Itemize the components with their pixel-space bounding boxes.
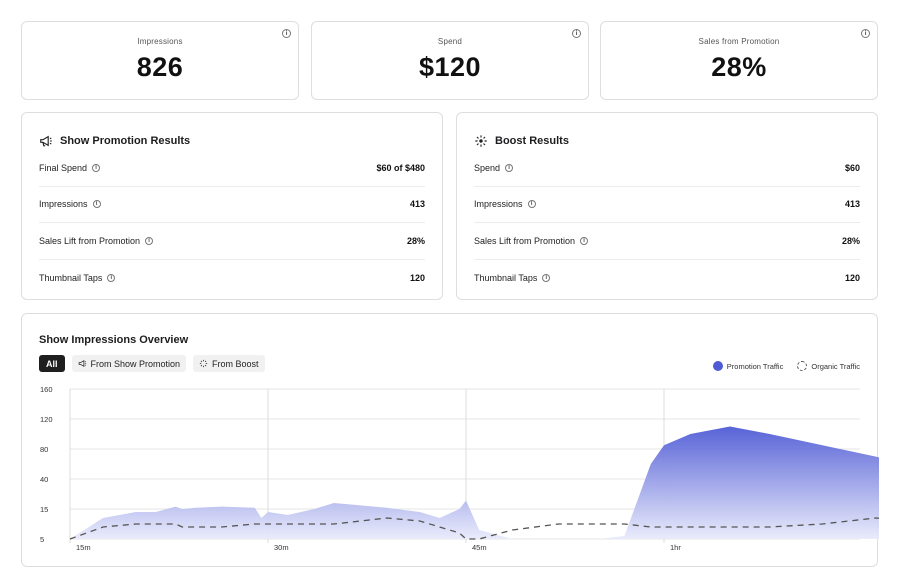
- row-value: 413: [844, 199, 860, 210]
- promotion-swatch-icon: [712, 361, 723, 371]
- x-tick-label: 1hr: [670, 543, 681, 552]
- x-tick-label: 15m: [76, 543, 91, 552]
- results-list: Spend i $60 Impressions i 413 Sales Lift f…: [474, 150, 860, 296]
- legend-label: Promotion Traffic: [726, 361, 784, 371]
- boost-icon: [199, 359, 208, 368]
- panel-header: Boost Results: [474, 133, 860, 149]
- info-icon[interactable]: i: [572, 29, 581, 38]
- row-label: Spend: [474, 162, 501, 173]
- info-icon[interactable]: i: [861, 29, 870, 38]
- row-label: Impressions: [474, 199, 523, 210]
- info-icon[interactable]: i: [542, 273, 551, 282]
- list-item: Sales Lift from Promotion i 28%: [474, 223, 860, 260]
- y-tick-label: 5: [40, 535, 44, 544]
- row-label: Sales Lift from Promotion: [39, 235, 141, 246]
- list-item: Thumbnail Taps i 120: [39, 260, 425, 297]
- y-tick-label: 120: [40, 415, 53, 424]
- row-label: Thumbnail Taps: [39, 272, 103, 283]
- panel-title: Boost Results: [495, 135, 569, 147]
- row-label: Sales Lift from Promotion: [474, 235, 576, 246]
- row-label: Impressions: [39, 199, 88, 210]
- info-icon[interactable]: i: [145, 236, 154, 245]
- info-icon[interactable]: i: [505, 163, 514, 172]
- kpi-label: Spend: [437, 37, 463, 46]
- list-item: Final Spend i $60 of $480: [39, 150, 425, 187]
- info-icon[interactable]: i: [527, 200, 536, 209]
- impressions-overview-card: 5 15 40 80 120 160 15m 30m 45m 1hr Show Impressio…: [21, 313, 879, 567]
- info-icon[interactable]: i: [580, 236, 589, 245]
- kpi-label: Sales from Promotion: [698, 37, 780, 46]
- info-icon[interactable]: i: [282, 29, 291, 38]
- filter-label: From Boost: [212, 358, 259, 369]
- kpi-label: Impressions: [137, 37, 183, 46]
- legend-item-organic[interactable]: Organic Traffic: [797, 361, 860, 371]
- spend-kpi-card: i Spend $120: [311, 21, 589, 100]
- row-value: $60: [844, 162, 860, 173]
- chart-filters: All From Show Promotion From Boost: [39, 355, 265, 372]
- kpi-value: 826: [136, 52, 184, 82]
- chart-title: Show Impressions Overview: [39, 334, 189, 346]
- boost-results-panel: Boost Results Spend i $60 Impressions i 41…: [456, 112, 878, 300]
- panel-header: Show Promotion Results: [39, 133, 425, 149]
- filter-all-button[interactable]: All: [39, 355, 65, 372]
- list-item: Sales Lift from Promotion i 28%: [39, 223, 425, 260]
- list-item: Impressions i 413: [474, 187, 860, 223]
- list-item: Thumbnail Taps i 120: [474, 260, 860, 297]
- y-tick-label: 40: [40, 475, 48, 484]
- row-value: $60 of $480: [376, 162, 425, 173]
- list-item: Impressions i 413: [39, 187, 425, 223]
- impressions-chart: 5 15 40 80 120 160 15m 30m 45m 1hr: [40, 385, 879, 552]
- filter-boost-button[interactable]: From Boost: [193, 355, 265, 372]
- row-label: Thumbnail Taps: [474, 272, 538, 283]
- legend-item-promotion[interactable]: Promotion Traffic: [712, 361, 784, 371]
- organic-traffic-line: [69, 517, 879, 540]
- info-icon[interactable]: i: [107, 273, 116, 282]
- x-tick-label: 30m: [274, 543, 289, 552]
- y-tick-label: 160: [40, 385, 53, 394]
- row-label: Final Spend: [39, 162, 88, 173]
- y-tick-label: 15: [40, 505, 48, 514]
- legend-label: Organic Traffic: [811, 361, 860, 371]
- filter-label: From Show Promotion: [90, 358, 181, 369]
- filter-show-promotion-button[interactable]: From Show Promotion: [71, 355, 187, 372]
- chart-legend: Promotion Traffic Organic Traffic: [712, 361, 860, 371]
- x-tick-label: 45m: [472, 543, 487, 552]
- megaphone-icon: [40, 135, 52, 147]
- list-item: Spend i $60: [474, 150, 860, 187]
- megaphone-icon: [78, 360, 86, 367]
- results-list: Final Spend i $60 of $480 Impressions i 41…: [39, 150, 425, 296]
- row-value: 120: [844, 272, 860, 283]
- show-promotion-results-panel: Show Promotion Results Final Spend i $60 …: [21, 112, 443, 300]
- kpi-value: 28%: [711, 52, 767, 82]
- info-icon[interactable]: i: [92, 163, 101, 172]
- sales-kpi-card: i Sales from Promotion 28%: [600, 21, 878, 100]
- panel-title: Show Promotion Results: [60, 135, 191, 147]
- organic-swatch-icon: [797, 361, 808, 371]
- kpi-value: $120: [418, 52, 482, 82]
- y-tick-label: 80: [40, 445, 48, 454]
- impressions-kpi-card: i Impressions 826: [21, 21, 299, 100]
- row-value: 120: [409, 272, 425, 283]
- promotion-traffic-area: [70, 426, 879, 539]
- row-value: 413: [409, 199, 425, 210]
- boost-icon: [475, 135, 487, 147]
- info-icon[interactable]: i: [92, 200, 101, 209]
- filter-label: All: [46, 358, 58, 369]
- row-value: 28%: [841, 235, 860, 246]
- row-value: 28%: [406, 235, 425, 246]
